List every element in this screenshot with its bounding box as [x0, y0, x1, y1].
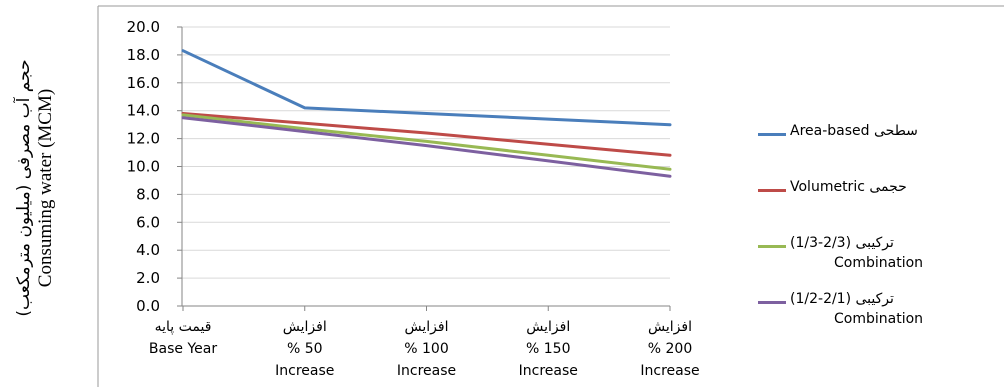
series-line-3 [181, 116, 672, 178]
y-tick-label: 10.0 [127, 158, 160, 176]
y-tick-label: 6.0 [136, 213, 160, 231]
y-tick-label: 20.0 [127, 18, 160, 36]
x-tick-label-line2: Increase [397, 363, 456, 379]
legend-swatch [758, 133, 786, 136]
legend-label: ترکیبی (2/3-1/3) [790, 235, 894, 251]
y-axis-label-english: Consuming water (MCM) [35, 88, 56, 288]
x-tick-label-persian: افزایش [526, 319, 570, 335]
x-tick-label: % 50 [287, 341, 323, 357]
x-tick-label: Base Year [149, 341, 217, 357]
legend: Area-based سطحی Volumetric حجمی ترکیبی (… [738, 118, 988, 342]
gridlines [182, 26, 670, 279]
y-axis-ticks: 0.0 2.0 4.0 6.0 8.0 10.0 12.0 14.0 16.0 18.0 20.0 [127, 18, 183, 315]
x-tick-label-persian: افزایش [283, 319, 327, 335]
x-tick-label-persian: افزایش [405, 319, 449, 335]
legend-label: Area-based سطحی [790, 123, 918, 139]
legend-label-line2: Combination [834, 255, 924, 271]
y-tick-label: 16.0 [127, 74, 160, 92]
legend-label: ترکیبی (2/1-1/2) [790, 291, 894, 307]
x-tick-label-persian: قیمت پایه [155, 319, 212, 335]
legend-item-area-based: Area-based سطحی [738, 118, 988, 174]
legend-item-combination-2-3: ترکیبی (2/3-1/3) Combination [738, 230, 988, 286]
y-tick-label: 18.0 [127, 46, 160, 64]
legend-swatch [758, 301, 786, 304]
legend-label: Volumetric حجمی [790, 179, 907, 195]
legend-item-combination-2-1: ترکیبی (2/1-1/2) Combination [738, 286, 988, 342]
x-tick-label: % 200 [648, 341, 692, 357]
series-line-1 [181, 112, 672, 157]
x-tick-label: % 150 [526, 341, 570, 357]
y-tick-label: 8.0 [136, 185, 160, 203]
x-tick-label-line2: Increase [275, 363, 334, 379]
x-tick-label-line2: Increase [519, 363, 578, 379]
y-axis-label-persian: حجم آب مصرفی (میلیون مترمکعب) [14, 59, 34, 317]
x-tick-label-line2: Increase [640, 363, 699, 379]
series-line-2 [181, 113, 672, 171]
x-tick-label: % 100 [404, 341, 448, 357]
legend-label-line2: Combination [834, 311, 924, 327]
legend-swatch [758, 189, 786, 192]
y-tick-label: 2.0 [136, 269, 160, 287]
legend-swatch [758, 245, 786, 248]
x-axis: قیمت پایه Base Year افزایش % 50 Increase افزا… [149, 305, 700, 379]
legend-item-volumetric: Volumetric حجمی [738, 174, 988, 230]
y-tick-label: 12.0 [127, 130, 160, 148]
series-lines [181, 49, 672, 178]
y-tick-label: 4.0 [136, 241, 160, 259]
y-tick-label: 0.0 [136, 297, 160, 315]
series-line-0 [181, 49, 672, 127]
x-tick-label-persian: افزایش [648, 319, 692, 335]
y-tick-label: 14.0 [127, 102, 160, 120]
